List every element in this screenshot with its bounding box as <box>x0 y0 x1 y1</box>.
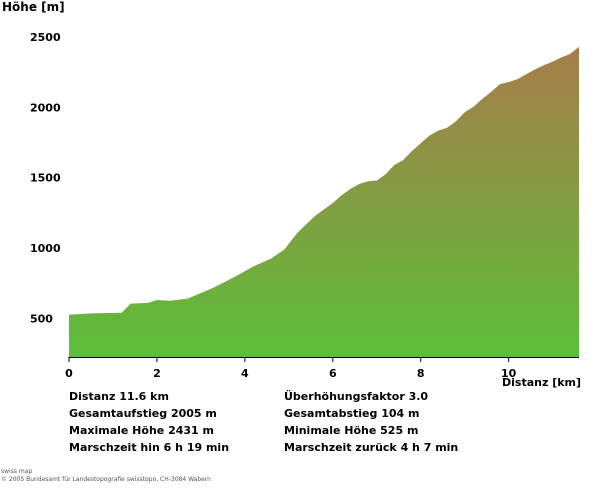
y-tick-label: 1000 <box>30 242 61 255</box>
stat-marschzeit-hin: Marschzeit hin 6 h 19 min <box>69 441 230 454</box>
stat-minimale-hoehe: Minimale Höhe 525 m <box>284 424 419 437</box>
stat-maximale-hoehe: Maximale Höhe 2431 m <box>69 424 214 437</box>
y-tick-label: 2000 <box>30 101 61 114</box>
y-axis-title: Höhe [m] <box>2 0 65 14</box>
stat-marschzeit-zurueck: Marschzeit zurück 4 h 7 min <box>284 441 459 454</box>
ticks-layer: 0 2 4 6 8 10 500 1000 1500 2000 2500 <box>30 31 517 380</box>
profile-chart: 0 2 4 6 8 10 500 1000 1500 2000 2500 <box>30 31 579 380</box>
stat-distanz: Distanz 11.6 km <box>69 390 169 403</box>
y-tick-label: 1500 <box>30 172 61 185</box>
elevation-area <box>69 46 579 357</box>
x-tick-label: 0 <box>65 367 73 380</box>
x-tick-label: 10 <box>501 367 517 380</box>
y-tick-label: 2500 <box>30 31 61 44</box>
stat-gesamtabstieg: Gesamtabstieg 104 m <box>284 407 420 420</box>
x-axis-title: Distanz [km] <box>502 376 582 389</box>
x-tick-label: 8 <box>417 367 425 380</box>
x-tick-label: 4 <box>241 367 249 380</box>
y-tick-label: 500 <box>30 312 53 325</box>
footer-copyright: © 2005 Bundesamt für Landestopografie sw… <box>1 476 211 483</box>
footer-brand: swiss map <box>1 468 33 475</box>
x-tick-label: 6 <box>329 367 337 380</box>
area-layer <box>69 46 579 357</box>
stat-gesamtaufstieg: Gesamtaufstieg 2005 m <box>69 407 217 420</box>
stat-ueberhoehungsfaktor: Überhöhungsfaktor 3.0 <box>284 390 429 403</box>
x-tick-label: 2 <box>153 367 161 380</box>
